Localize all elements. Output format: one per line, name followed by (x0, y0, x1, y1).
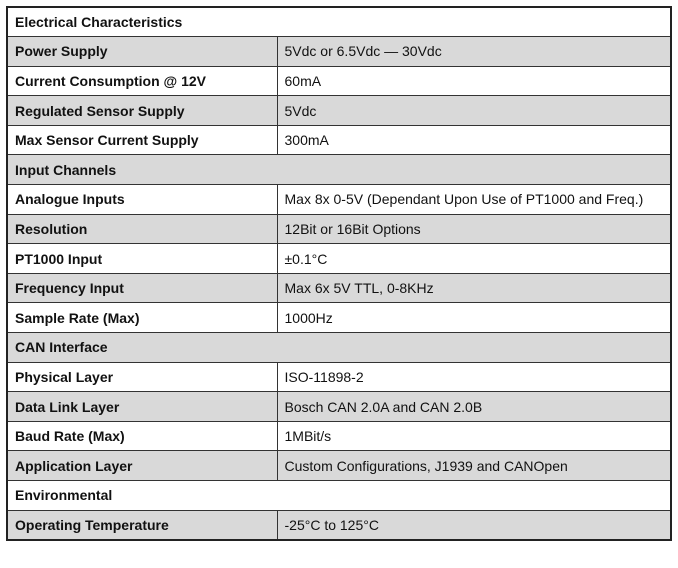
table-row: Resolution 12Bit or 16Bit Options (7, 214, 671, 245)
table-row: Data Link Layer Bosch CAN 2.0A and CAN 2.… (7, 391, 671, 422)
row-label: Sample Rate (Max) (7, 302, 278, 334)
row-label: Physical Layer (7, 362, 278, 393)
row-label: Max Sensor Current Supply (7, 125, 278, 156)
row-value: 1MBit/s (277, 421, 671, 452)
row-value: 60mA (277, 66, 671, 97)
spec-table: Electrical Characteristics Power Supply 5V… (6, 6, 672, 541)
table-row: PT1000 Input ±0.1°C (7, 243, 671, 274)
row-value: Max 6x 5V TTL, 0-8KHz (277, 273, 671, 304)
row-value: ISO-11898-2 (277, 362, 671, 393)
section-title: CAN Interface (7, 332, 671, 363)
section-title: Input Channels (7, 154, 671, 186)
row-label: PT1000 Input (7, 243, 278, 274)
table-row: Physical Layer ISO-11898-2 (7, 362, 671, 393)
row-label: Data Link Layer (7, 391, 278, 422)
row-value: 5Vdc (277, 95, 671, 126)
table-row: Sample Rate (Max) 1000Hz (7, 302, 671, 334)
row-value: -25°C to 125°C (277, 510, 671, 541)
table-row: Regulated Sensor Supply 5Vdc (7, 95, 671, 126)
row-label: Resolution (7, 214, 278, 245)
table-row: Power Supply 5Vdc or 6.5Vdc — 30Vdc (7, 36, 671, 67)
row-label: Regulated Sensor Supply (7, 95, 278, 126)
row-label: Frequency Input (7, 273, 278, 304)
row-label: Analogue Inputs (7, 184, 278, 215)
table-row: Baud Rate (Max) 1MBit/s (7, 421, 671, 452)
row-label: Application Layer (7, 450, 278, 481)
row-value: Bosch CAN 2.0A and CAN 2.0B (277, 391, 671, 422)
section-title: Electrical Characteristics (7, 7, 671, 38)
table-row: Input Channels (7, 154, 671, 186)
table-row: Analogue Inputs Max 8x 0-5V (Dependant Up… (7, 184, 671, 215)
row-value: 1000Hz (277, 302, 671, 334)
table-row: Application Layer Custom Configurations, … (7, 450, 671, 481)
table-row: Electrical Characteristics (7, 7, 671, 38)
row-value: Max 8x 0-5V (Dependant Upon Use of PT100… (277, 184, 671, 215)
row-value: Custom Configurations, J1939 and CANOpen (277, 450, 671, 481)
section-title: Environmental (7, 480, 671, 511)
table-row: Operating Temperature -25°C to 125°C (7, 510, 671, 541)
table-row: Environmental (7, 480, 671, 511)
row-label: Operating Temperature (7, 510, 278, 541)
table-row: Frequency Input Max 6x 5V TTL, 0-8KHz (7, 273, 671, 304)
row-label: Power Supply (7, 36, 278, 67)
table-row: Max Sensor Current Supply 300mA (7, 125, 671, 156)
table-row: CAN Interface (7, 332, 671, 363)
row-label: Current Consumption @ 12V (7, 66, 278, 97)
row-value: 300mA (277, 125, 671, 156)
row-value: ±0.1°C (277, 243, 671, 274)
row-value: 12Bit or 16Bit Options (277, 214, 671, 245)
row-value: 5Vdc or 6.5Vdc — 30Vdc (277, 36, 671, 67)
row-label: Baud Rate (Max) (7, 421, 278, 452)
table-row: Current Consumption @ 12V 60mA (7, 66, 671, 97)
table-body: Electrical Characteristics Power Supply 5V… (7, 7, 671, 541)
